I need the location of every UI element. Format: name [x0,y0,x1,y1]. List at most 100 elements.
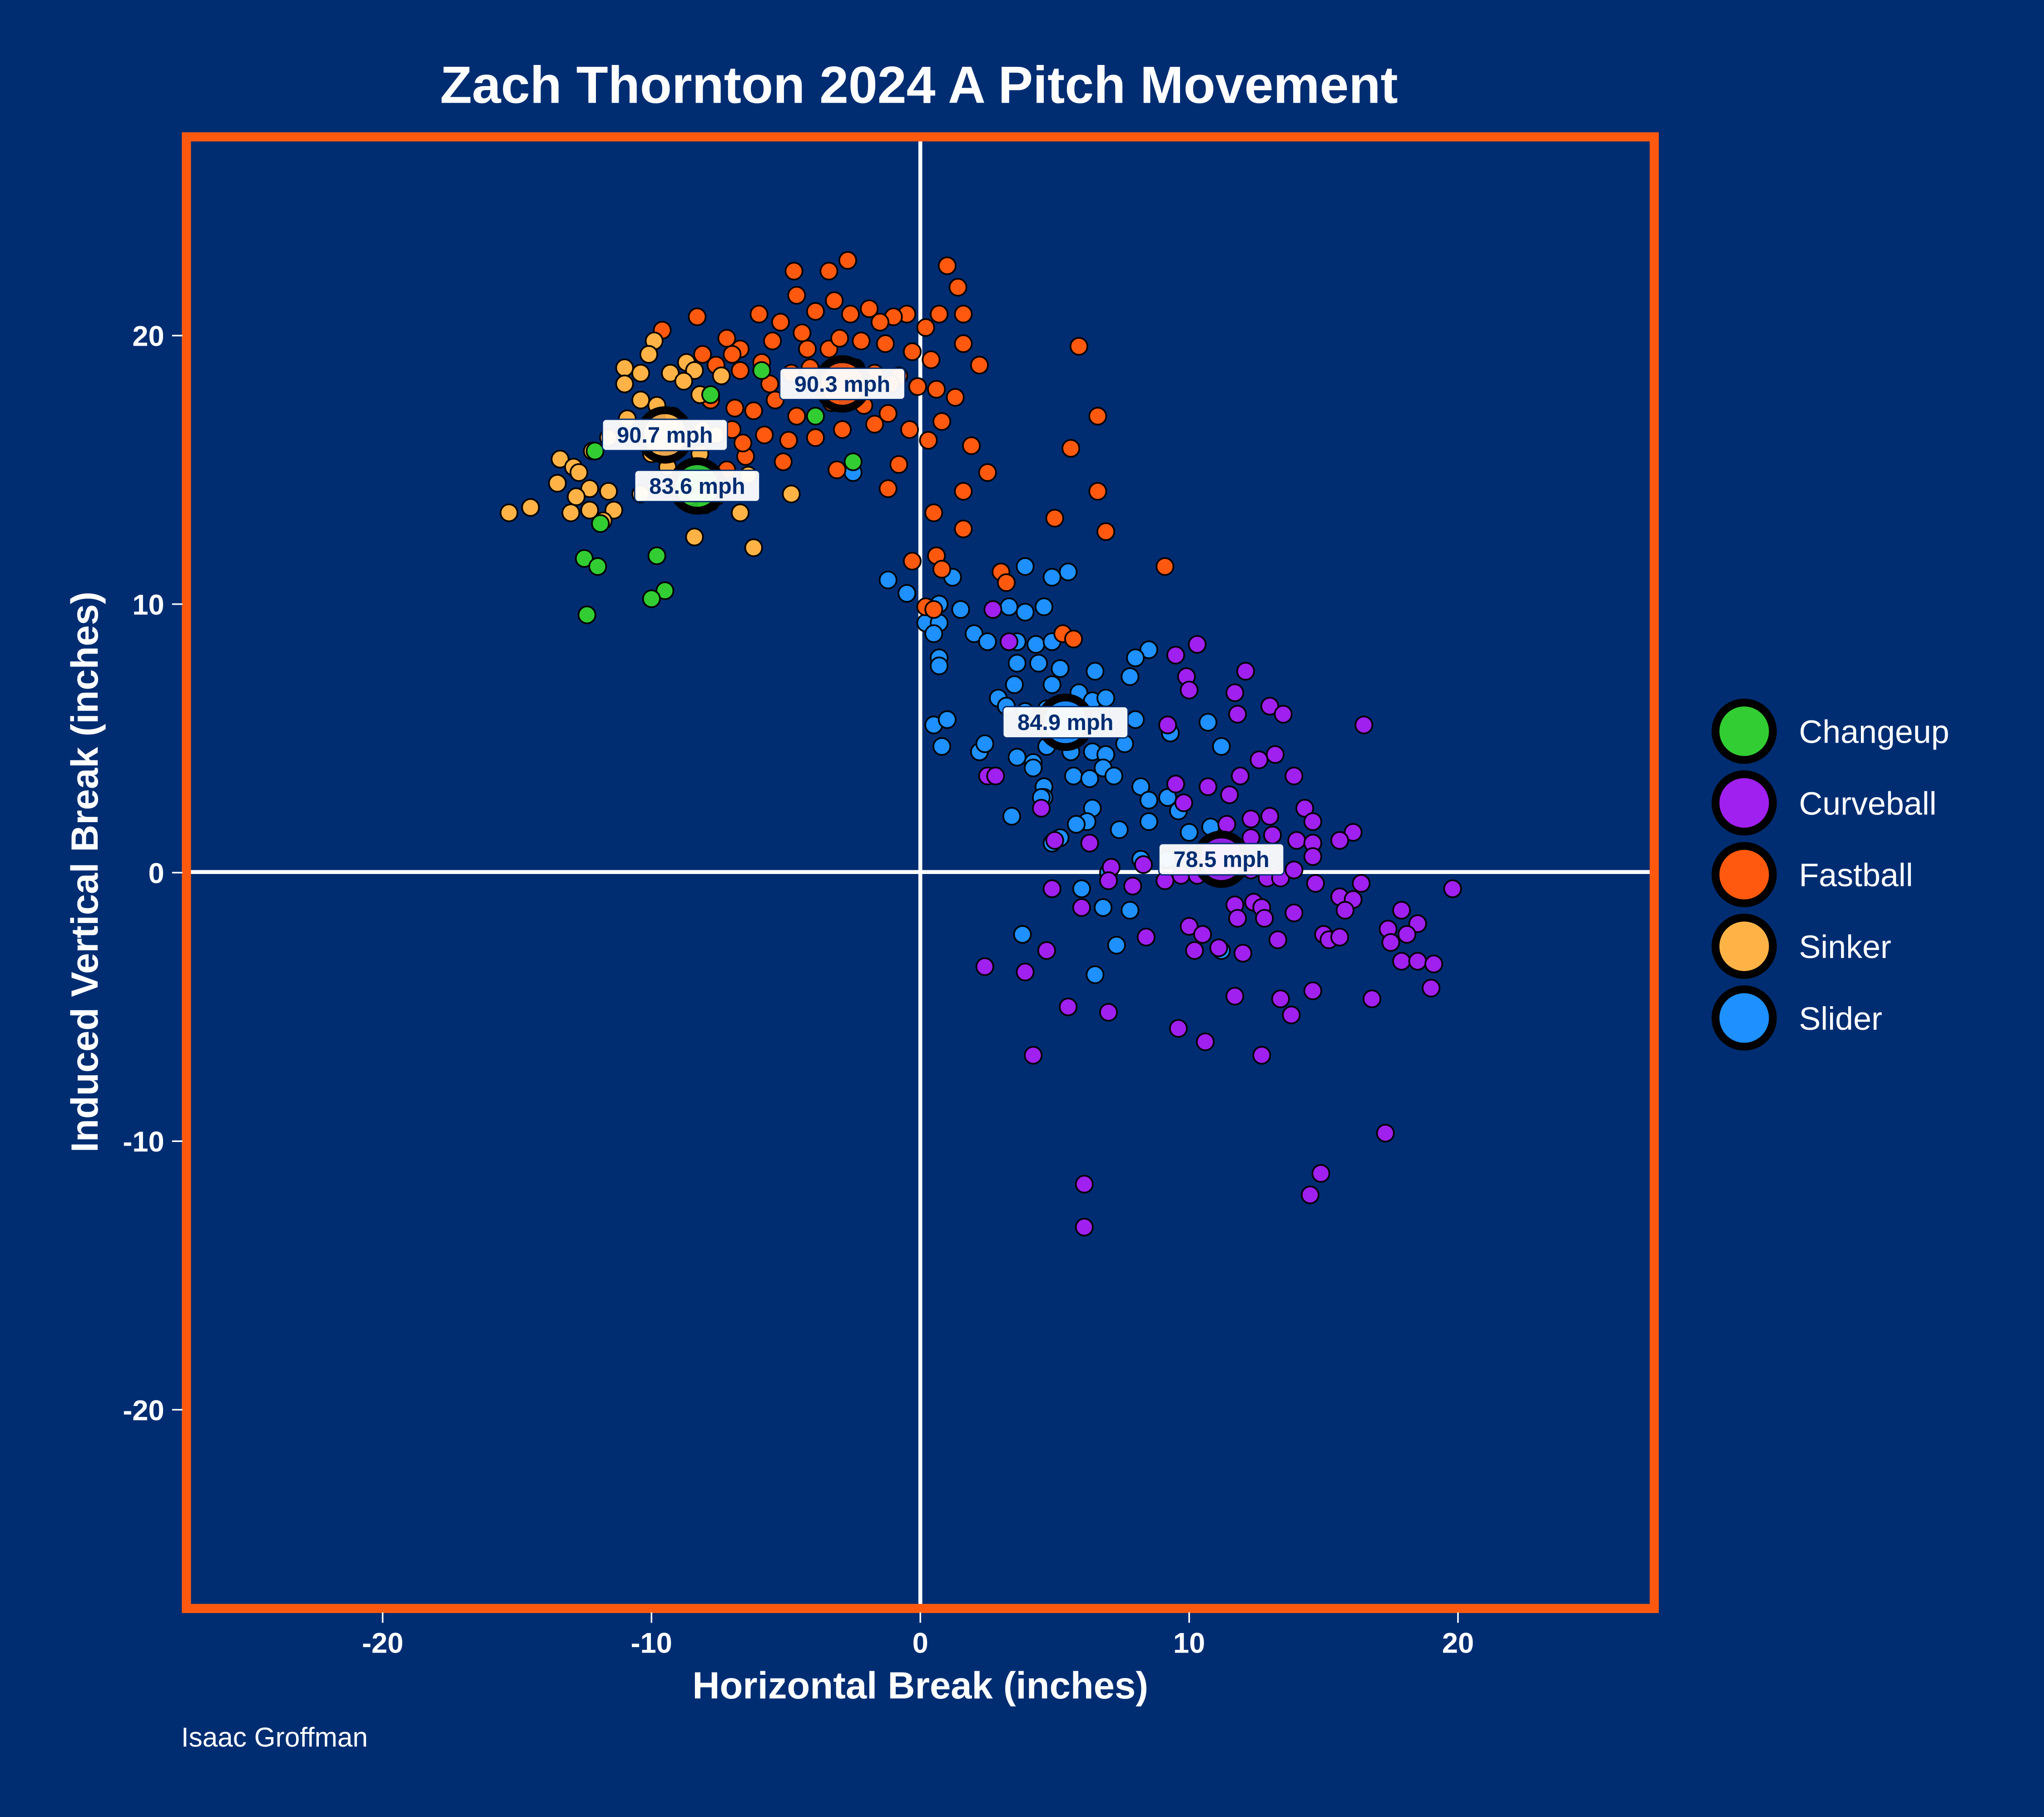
pitch-point-slider [1086,965,1105,984]
pitch-point-slider [1180,823,1199,842]
chart-title: Zach Thornton 2024 A Pitch Movement [440,56,1398,114]
pitch-point-fastball [948,278,967,297]
pitch-point-fastball [787,286,806,305]
pitch-point-fastball [833,420,852,439]
pitch-point-curveball [986,766,1005,785]
pitch-point-slider [1016,603,1035,622]
pitch-point-curveball [1306,874,1325,893]
pitch-point-fastball [763,332,782,351]
pitch-point-fastball [1156,557,1175,576]
pitch-point-curveball [1075,1217,1094,1236]
pitch-point-curveball [1392,952,1411,971]
pitch-point-fastball [860,299,879,318]
pitch-point-curveball [1080,834,1099,853]
pitch-point-changeup [577,606,596,625]
pitch-point-curveball [1271,989,1290,1008]
pitch-point-slider [1139,640,1158,659]
pitch-point-fastball [878,479,898,498]
pitch-point-slider [1121,901,1140,920]
pitch-point-curveball [1099,871,1118,890]
pitch-point-fastball [903,342,922,361]
pitch-point-fastball [954,519,973,538]
pitch-point-curveball [999,632,1018,651]
pitch-point-slider [975,734,994,753]
pitch-point-curveball [1174,793,1193,812]
pitch-point-fastball [1064,630,1083,649]
pitch-point-fastball [946,388,965,407]
pitch-point-sinker [712,366,731,385]
pitch-point-fastball [1045,509,1064,528]
pitch-point-sinker [661,364,680,383]
pitch-point-curveball [1220,785,1239,804]
pitch-point-sinker [744,538,763,557]
pitch-point-fastball [841,304,860,323]
pitch-point-curveball [1255,909,1274,928]
pitch-point-fastball [954,304,973,323]
pitch-point-curveball [1123,877,1142,896]
pitch-point-fastball [798,339,817,358]
pitch-point-fastball [852,332,871,351]
pitch-point-sinker [639,345,658,364]
pitch-point-fastball [734,433,753,452]
pitch-point-curveball [1252,1046,1271,1065]
pitch-point-sinker [731,503,750,522]
pitch-point-slider [1002,807,1021,826]
pitch-point-sinker [567,487,586,506]
pitch-point-curveball [1072,898,1091,917]
pitch-point-curveball [983,600,1002,619]
pitch-point-fastball [1062,439,1081,458]
pitch-point-slider [1029,654,1048,673]
pitch-point-slider [1072,879,1091,899]
pitch-point-fastball [924,600,943,619]
pitch-point-sinker [561,503,580,522]
legend-label: Sinker [1799,929,1891,965]
pitch-point-fastball [784,262,804,281]
pitch-point-curveball [1209,938,1228,958]
pitch-point-curveball [1233,943,1252,963]
pitch-point-slider [978,632,997,651]
x-tick-label: 10 [1173,1627,1205,1659]
pitch-point-slider [999,597,1018,616]
pitch-point-curveball [1134,855,1153,874]
pitch-point-curveball [1274,705,1293,724]
pitch-point-slider [1024,759,1043,778]
pitch-point-slider [1212,737,1231,756]
pitch-point-slider [1131,777,1150,796]
pitch-point-fastball [771,313,790,332]
pitch-point-fastball [962,436,981,455]
pitch-point-changeup [806,407,825,426]
pitch-point-slider [938,710,957,729]
pitch-point-sinker [615,358,634,377]
pitch-point-fastball [919,431,938,450]
pitch-point-slider [1051,659,1070,678]
pitch-point-fastball [806,302,825,321]
panel-border [182,132,1659,1613]
x-axis-label: Horizontal Break (inches) [692,1664,1148,1707]
pitch-point-slider [1094,898,1113,917]
pitch-point-curveball [1352,874,1371,893]
pitch-point-sinker [782,485,801,504]
pitch-point-curveball [1362,989,1381,1008]
pitch-point-curveball [1268,930,1287,949]
velocity-label-sinker: 90.7 mph [601,418,729,452]
pitch-point-fastball [787,407,806,426]
pitch-point-fastball [744,401,763,420]
pitch-point-curveball [1180,680,1199,700]
pitch-point-fastball [825,291,844,310]
pitch-point-curveball [1196,1033,1215,1052]
pitch-point-slider [1067,815,1086,834]
pitch-point-fastball [932,560,952,579]
pitch-point-slider [1016,557,1035,576]
pitch-point-fastball [774,452,793,472]
pitch-point-fastball [927,380,946,399]
legend-item-curveball: Curveball [1712,770,1936,836]
pitch-point-fastball [978,463,997,482]
svg-text:90.7 mph: 90.7 mph [617,423,713,448]
pitch-point-curveball [1075,1175,1094,1194]
pitch-point-sinker [631,364,650,383]
pitch-point-curveball [1059,998,1078,1017]
y-axis-ticks: -20 -10 0 10 20 [123,321,183,1426]
pitch-point-curveball [1099,1003,1118,1022]
pitch-point-curveball [1335,901,1354,920]
